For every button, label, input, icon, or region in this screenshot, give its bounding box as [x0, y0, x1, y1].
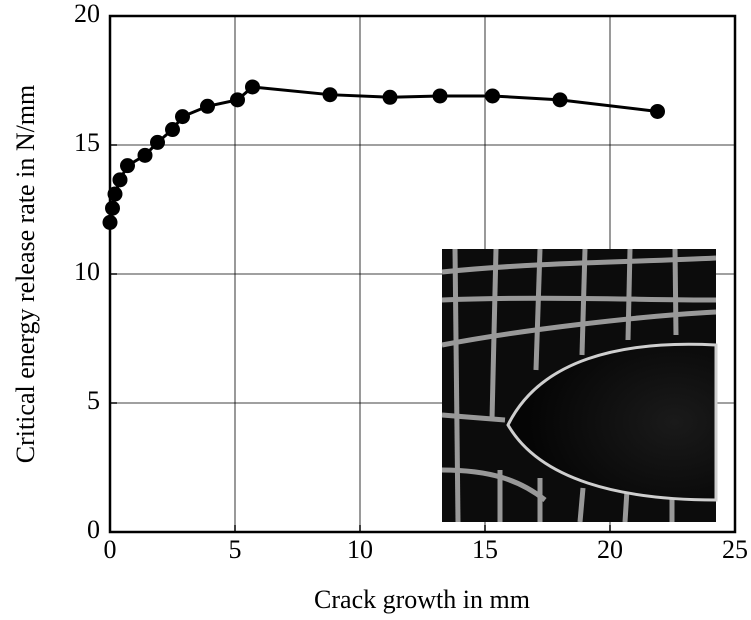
x-tick-label: 25 [722, 535, 748, 564]
y-axis-label: Critical energy release rate in N/mm [11, 85, 40, 464]
y-tick-label: 5 [87, 386, 100, 415]
y-tick-label: 10 [74, 257, 100, 286]
data-point [105, 200, 120, 216]
x-tick-label: 5 [229, 535, 242, 564]
data-line [108, 85, 658, 223]
x-tick-label: 10 [347, 535, 373, 564]
data-point [175, 109, 190, 125]
data-point [552, 92, 568, 108]
data-point [120, 158, 135, 174]
data-point [200, 98, 215, 114]
data-point [322, 87, 338, 103]
x-tick-label: 20 [597, 535, 623, 564]
data-point [485, 88, 500, 104]
data-point [112, 172, 128, 188]
data-point [432, 88, 448, 104]
data-point [382, 89, 398, 105]
y-tick-label: 15 [74, 128, 100, 157]
data-point [230, 92, 245, 108]
x-axis-label: Crack growth in mm [314, 585, 530, 614]
y-tick-label: 0 [87, 515, 100, 544]
data-point [245, 79, 260, 95]
data-point [165, 122, 180, 138]
data-point [150, 134, 165, 150]
x-tick-label: 0 [104, 535, 117, 564]
data-point [650, 103, 665, 119]
inset-photo [441, 248, 718, 523]
x-tick-label: 15 [472, 535, 498, 564]
y-tick-label: 20 [74, 0, 100, 28]
data-point [137, 147, 153, 163]
